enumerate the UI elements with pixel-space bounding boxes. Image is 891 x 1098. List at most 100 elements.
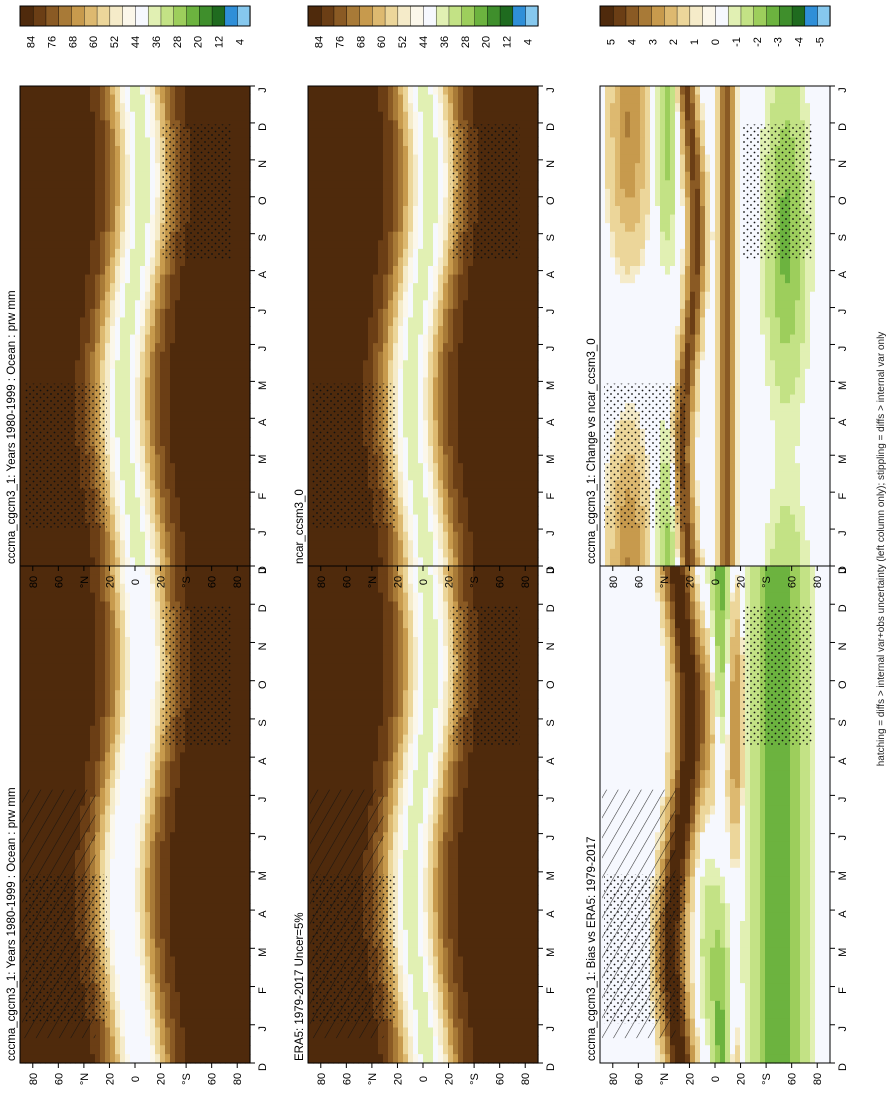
heatmap-cell [20, 645, 26, 656]
heatmap-cell [433, 956, 439, 966]
heatmap-cell [135, 725, 141, 736]
heatmap-cell [50, 566, 56, 576]
heatmap-cell [235, 637, 241, 647]
heatmap-cell [200, 779, 206, 789]
heatmap-cell [240, 601, 246, 611]
heatmap-cell [453, 921, 459, 931]
heatmap-cell [458, 841, 464, 851]
heatmap-cell [403, 654, 409, 665]
heatmap-cell [418, 947, 424, 958]
heatmap-cell [498, 1036, 504, 1046]
heatmap-cell [40, 743, 46, 753]
heatmap-cell [413, 1036, 419, 1046]
heatmap-cell [220, 947, 226, 958]
month-tick-label: D [257, 1063, 269, 1071]
heatmap-cell [155, 965, 161, 975]
heatmap-cell [35, 645, 41, 656]
heatmap-cell [493, 956, 499, 966]
heatmap-cell [25, 592, 31, 603]
heatmap-cell [493, 583, 499, 594]
heatmap-cell [448, 1000, 454, 1011]
heatmap-cell [438, 637, 444, 647]
heatmap-cell [408, 956, 414, 966]
heatmap-cell [308, 681, 314, 691]
heatmap-cell [145, 938, 151, 949]
heatmap-cell [403, 628, 409, 638]
heatmap-cell [498, 1027, 504, 1037]
heatmap-cell [245, 592, 251, 603]
heatmap-cell [105, 1045, 111, 1055]
heatmap-cell [205, 894, 211, 904]
heatmap-cell [383, 734, 389, 745]
heatmap-cell [50, 619, 56, 629]
heatmap-cell [205, 938, 211, 949]
heatmap-cell [338, 637, 344, 647]
heatmap-cell [488, 592, 494, 603]
heatmap-cell [398, 725, 404, 736]
heatmap-cell [458, 876, 464, 887]
heatmap-cell [120, 716, 126, 727]
heatmap-cell [205, 858, 211, 869]
heatmap-cell [318, 583, 324, 594]
heatmap-cell [498, 779, 504, 789]
heatmap-cell [30, 663, 36, 674]
heatmap-cell [125, 690, 131, 700]
heatmap-cell [20, 566, 26, 576]
heatmap-cell [503, 841, 509, 851]
heatmap-cell [493, 796, 499, 807]
heatmap-cell [115, 841, 121, 851]
heatmap-cell [130, 601, 136, 611]
heatmap-cell [215, 912, 221, 922]
heatmap-cell [175, 903, 181, 913]
heatmap-cell [110, 708, 116, 718]
heatmap-cell [140, 708, 146, 718]
heatmap-cell [160, 974, 166, 984]
heatmap-cell [338, 708, 344, 718]
heatmap-cell [240, 921, 246, 931]
heatmap-cell [140, 734, 146, 745]
heatmap-cell [518, 637, 524, 647]
heatmap-cell [175, 885, 181, 895]
heatmap-cell [418, 734, 424, 745]
heatmap-cell [493, 974, 499, 984]
heatmap-cell [463, 956, 469, 966]
heatmap-cell [513, 574, 519, 585]
heatmap-cell [150, 743, 156, 753]
heatmap-cell [165, 850, 171, 860]
heatmap-cell [140, 912, 146, 922]
heatmap-cell [358, 1045, 364, 1055]
heatmap-cell [180, 1054, 186, 1064]
heatmap-cell [35, 1054, 41, 1064]
heatmap-cell [220, 1054, 226, 1064]
heatmap-cell [230, 716, 236, 727]
heatmap-cell [448, 894, 454, 904]
heatmap-cell [403, 1000, 409, 1011]
heatmap-cell [488, 1054, 494, 1064]
heatmap-cell [468, 1009, 474, 1020]
heatmap-cell [245, 974, 251, 984]
heatmap-cell [205, 885, 211, 895]
heatmap-cell [195, 1027, 201, 1037]
heatmap-cell [95, 832, 101, 842]
heatmap-cell [160, 938, 166, 949]
heatmap-cell [408, 858, 414, 869]
heatmap-cell [478, 1036, 484, 1046]
heatmap-cell [140, 770, 146, 780]
heatmap-cell [373, 725, 379, 736]
heatmap-cell [443, 858, 449, 869]
heatmap-cell [240, 876, 246, 887]
heatmap-cell [140, 938, 146, 949]
heatmap-cell [398, 903, 404, 913]
heatmap-cell [145, 965, 151, 975]
heatmap-cell [185, 965, 191, 975]
heatmap-cell [358, 1036, 364, 1046]
heatmap-cell [328, 628, 334, 638]
heatmap-cell [353, 761, 359, 771]
heatmap-cell [478, 832, 484, 842]
heatmap-cell [35, 716, 41, 727]
heatmap-cell [508, 912, 514, 922]
heatmap-cell [453, 983, 459, 993]
heatmap-cell [468, 814, 474, 824]
heatmap-cell [80, 601, 86, 611]
